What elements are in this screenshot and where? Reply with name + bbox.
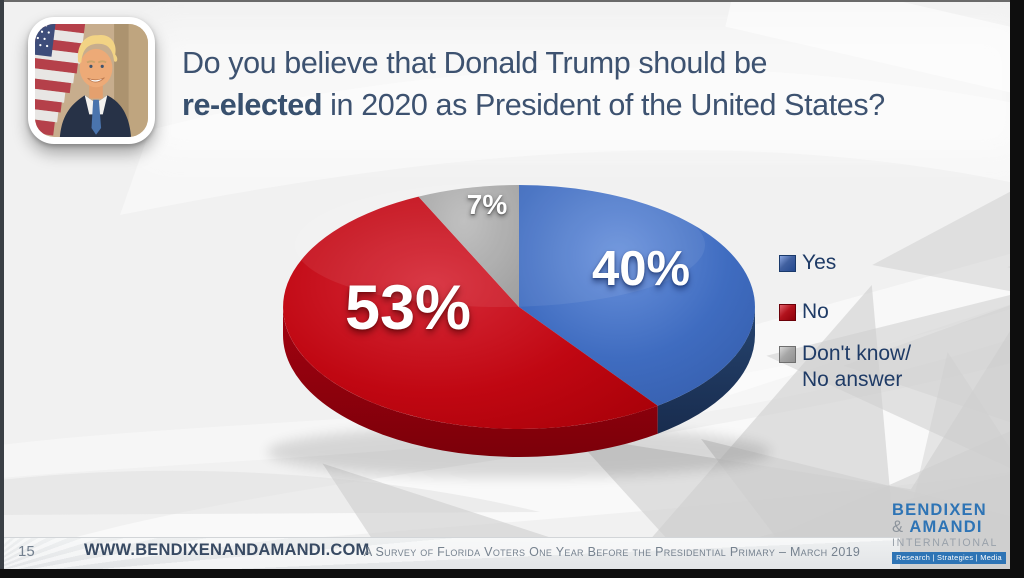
legend-label-yes: Yes — [802, 251, 837, 274]
screen-edge-bottom — [0, 569, 1024, 578]
screen-edge-right — [1010, 0, 1024, 578]
pie-slice-no — [283, 196, 658, 429]
legend-label-no: No — [802, 300, 829, 323]
trump-photo — [28, 17, 155, 144]
legend-marker-dontknow — [779, 346, 796, 363]
logo-tagline: Research | Strategies | Media — [892, 552, 1006, 565]
bendixen-amandi-logo: BENDIXEN & AMANDI INTERNATIONAL Research… — [892, 501, 1006, 565]
legend-item-dontknow: Don't know/ No answer — [779, 341, 911, 393]
slide-title-emphasis: re-elected — [182, 88, 323, 122]
legend-item-yes: Yes — [779, 250, 836, 276]
legend-marker-no — [779, 304, 796, 321]
slide-title-line2: re-elected in 2020 as President of the U… — [182, 88, 885, 122]
logo-name-bottom: & AMANDI — [892, 518, 983, 537]
pie-side-no — [283, 307, 658, 457]
pie-label-dontknow: 7% — [466, 189, 508, 220]
pie-slice-yes — [519, 185, 755, 406]
pie-slice-dontknow — [418, 185, 519, 307]
slide-title-line1: Do you believe that Donald Trump should … — [182, 46, 768, 80]
page-number: 15 — [18, 543, 35, 560]
screen-edge-top — [0, 0, 1024, 2]
pie-side-yes — [657, 307, 755, 434]
footer-website-link[interactable]: WWW.BENDIXENANDAMANDI.COM — [84, 541, 370, 559]
legend-marker-yes — [779, 255, 796, 272]
pie-label-no: 53% — [344, 273, 472, 343]
logo-name-top: BENDIXEN — [892, 501, 987, 519]
legend-item-no: No — [779, 299, 829, 325]
footer-survey-note: A Survey of Florida Voters One Year Befo… — [363, 545, 861, 559]
pie-drop-shadow — [267, 426, 771, 478]
screen-edge-left — [0, 0, 4, 578]
logo-subtitle: INTERNATIONAL — [892, 536, 999, 549]
legend-label-dontknow: Don't know/ No answer — [802, 342, 912, 391]
pie-label-yes: 40% — [591, 242, 691, 296]
trump-portrait-illustration — [35, 24, 148, 137]
logo-ampersand: & — [892, 518, 905, 537]
slide-title: Do you believe that Donald Trump should … — [182, 42, 1010, 126]
